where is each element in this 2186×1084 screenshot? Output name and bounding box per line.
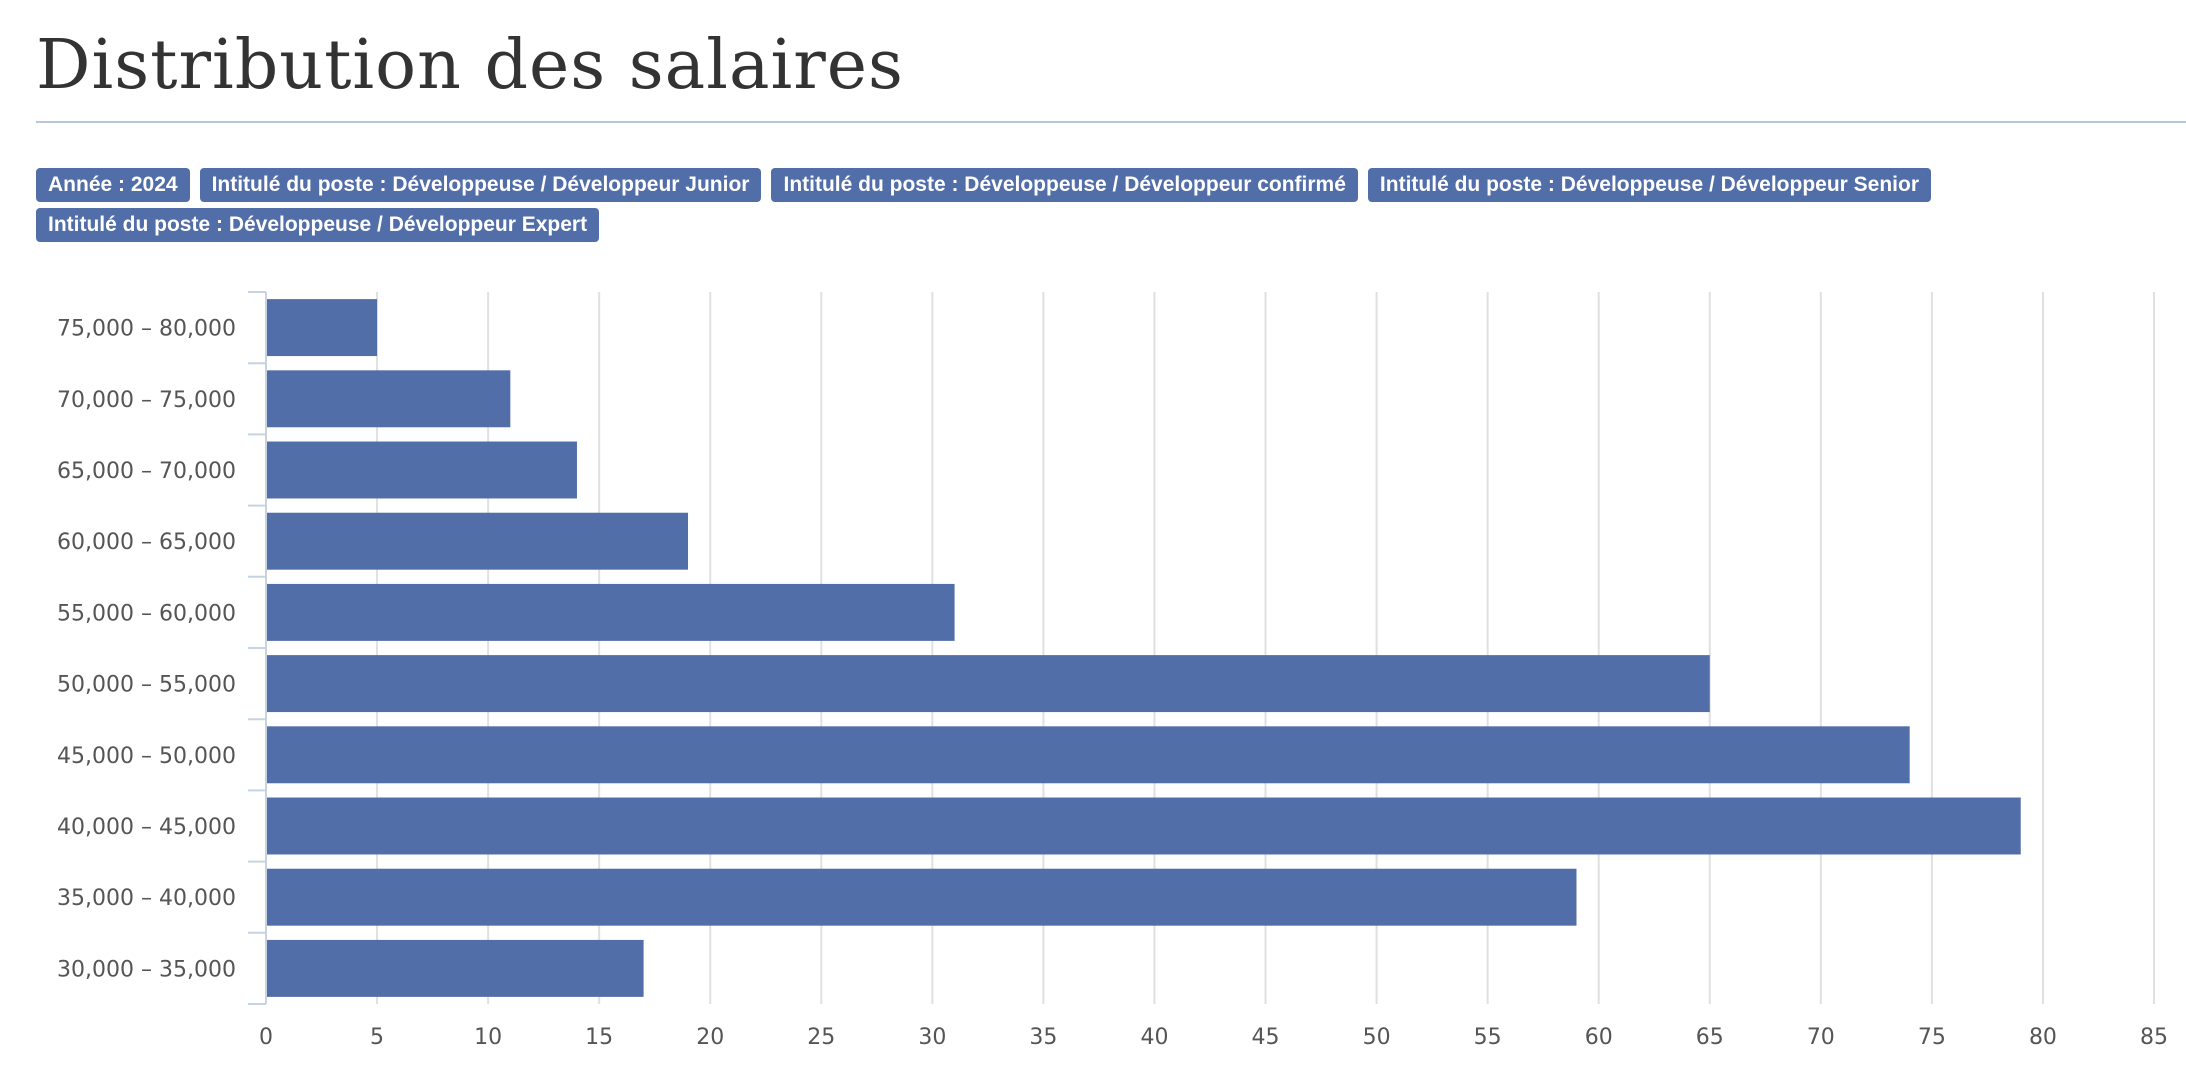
x-tick-label: 85: [2140, 1025, 2168, 1050]
filter-tag-job-title[interactable]: Intitulé du poste : Développeuse / Dével…: [1367, 168, 1932, 202]
filter-tags: Année : 2024 Intitulé du poste : Développ…: [36, 168, 2136, 242]
x-tick-label: 15: [585, 1025, 613, 1050]
filter-tag-job-title[interactable]: Intitulé du poste : Développeuse / Dével…: [771, 168, 1358, 202]
y-category-label: 50,000 – 55,000: [57, 673, 236, 698]
y-category-label: 75,000 – 80,000: [57, 317, 236, 342]
x-tick-label: 10: [474, 1025, 502, 1050]
bar: [266, 299, 378, 357]
y-category-label: 35,000 – 40,000: [57, 886, 236, 911]
x-tick-label: 20: [696, 1025, 724, 1050]
filter-tag-job-title[interactable]: Intitulé du poste : Développeuse / Dével…: [36, 208, 600, 242]
x-axis-labels: 0 5 10 15 20 25 30 35 40 45 50 55 60 65 70 75 80 85: [259, 1025, 2168, 1050]
bar: [266, 370, 511, 428]
y-category-label: 60,000 – 65,000: [57, 530, 236, 555]
x-tick-label: 5: [370, 1025, 384, 1050]
bar: [266, 512, 689, 570]
x-tick-label: 65: [1696, 1025, 1724, 1050]
y-axis: 75,000 – 80,000 70,000 – 75,000 65,000 – 7…: [57, 291, 267, 1005]
x-tick-label: 35: [1029, 1025, 1057, 1050]
bar: [266, 868, 1577, 926]
bar: [266, 441, 577, 499]
filter-tag-year[interactable]: Année : 2024: [36, 168, 190, 202]
filter-tag-job-title[interactable]: Intitulé du poste : Développeuse / Dével…: [199, 168, 762, 202]
y-category-label: 40,000 – 45,000: [57, 815, 236, 840]
bar: [266, 726, 1910, 784]
y-category-label: 65,000 – 70,000: [57, 459, 236, 484]
y-category-label: 55,000 – 60,000: [57, 601, 236, 626]
bars: [266, 299, 2021, 997]
x-tick-label: 25: [807, 1025, 835, 1050]
x-tick-label: 30: [918, 1025, 946, 1050]
bar: [266, 583, 955, 641]
y-category-label: 70,000 – 75,000: [57, 388, 236, 413]
x-tick-label: 70: [1807, 1025, 1835, 1050]
x-tick-label: 45: [1252, 1025, 1280, 1050]
bar: [266, 797, 2021, 855]
bar: [266, 939, 644, 997]
page-title: Distribution des salaires: [36, 26, 904, 105]
x-tick-label: 75: [1918, 1025, 1946, 1050]
y-category-label: 30,000 – 35,000: [57, 957, 236, 982]
bar: [266, 655, 1710, 713]
x-tick-label: 55: [1474, 1025, 1502, 1050]
x-tick-label: 80: [2029, 1025, 2057, 1050]
y-category-label: 45,000 – 50,000: [57, 744, 236, 769]
x-tick-label: 40: [1140, 1025, 1168, 1050]
x-tick-label: 0: [259, 1025, 273, 1050]
x-tick-label: 50: [1363, 1025, 1391, 1050]
x-tick-label: 60: [1585, 1025, 1613, 1050]
title-divider: [36, 121, 2186, 123]
